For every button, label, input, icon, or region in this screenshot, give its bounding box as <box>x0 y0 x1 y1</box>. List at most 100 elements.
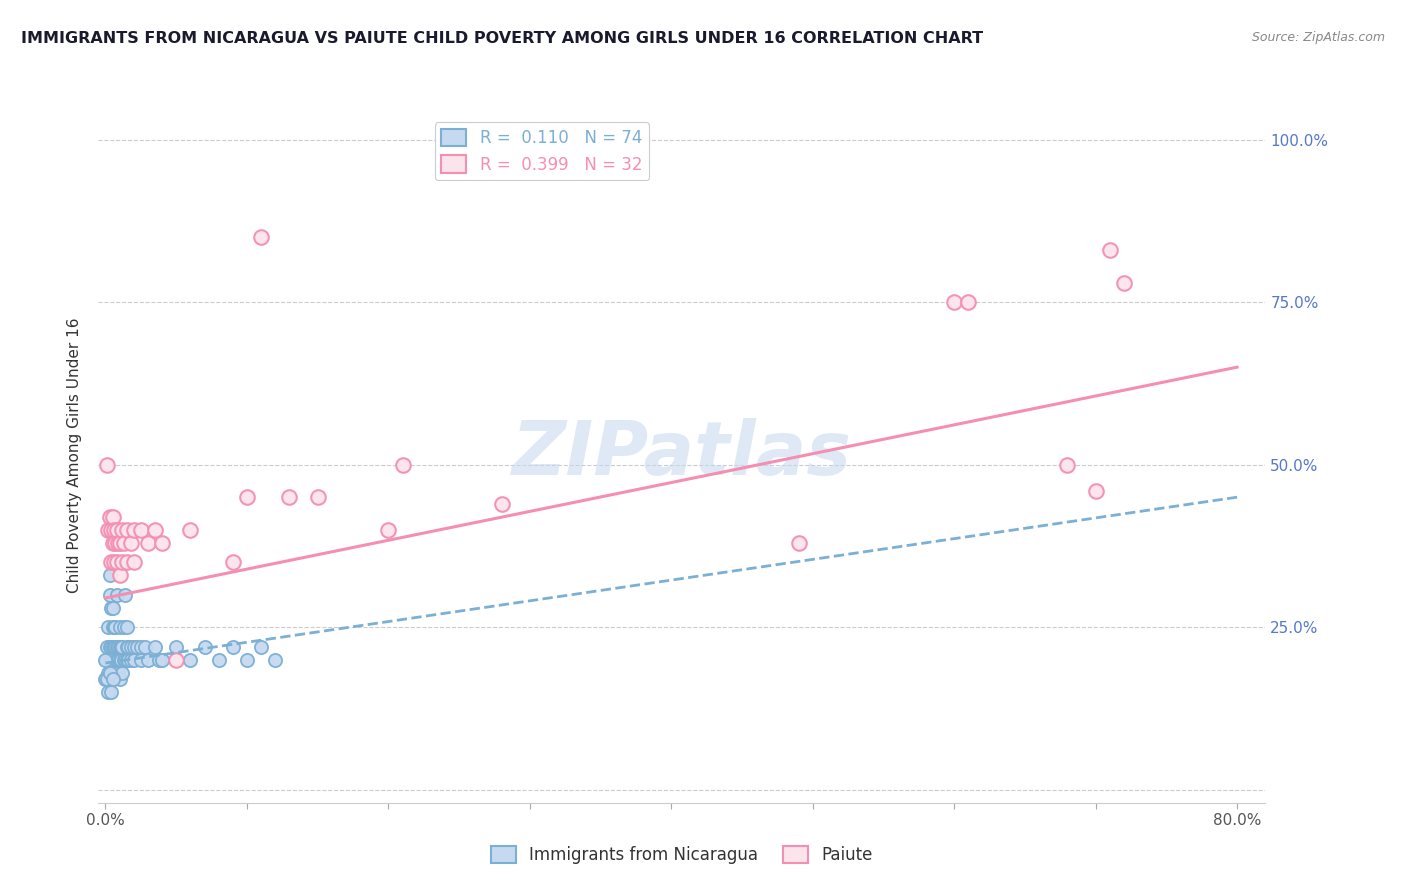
Point <box>165 640 187 654</box>
Point <box>104 665 127 680</box>
Point <box>98 640 121 654</box>
Point <box>100 653 122 667</box>
Point <box>111 555 134 569</box>
Point <box>136 535 159 549</box>
Point <box>108 568 131 582</box>
Point <box>100 555 122 569</box>
Point <box>100 665 122 680</box>
Point <box>143 523 166 537</box>
Point <box>107 640 129 654</box>
Point <box>491 497 513 511</box>
Point <box>103 665 125 680</box>
Point <box>150 653 173 667</box>
Point <box>193 640 215 654</box>
Point <box>150 535 173 549</box>
Point <box>100 685 122 699</box>
Legend: Immigrants from Nicaragua, Paiute: Immigrants from Nicaragua, Paiute <box>484 839 880 871</box>
Point <box>96 672 118 686</box>
Point <box>111 665 134 680</box>
Point <box>105 555 128 569</box>
Point <box>120 640 142 654</box>
Point <box>122 640 145 654</box>
Point <box>101 620 124 634</box>
Point <box>1056 458 1078 472</box>
Point <box>100 640 122 654</box>
Point <box>957 295 980 310</box>
Point <box>134 640 156 654</box>
Point <box>136 653 159 667</box>
Point <box>112 535 135 549</box>
Point <box>148 653 170 667</box>
Point <box>122 555 145 569</box>
Point <box>114 653 136 667</box>
Point <box>100 600 122 615</box>
Point <box>250 230 273 244</box>
Point <box>104 535 127 549</box>
Point <box>105 653 128 667</box>
Point <box>264 653 287 667</box>
Point <box>103 523 125 537</box>
Point <box>377 523 399 537</box>
Point <box>117 640 139 654</box>
Point <box>105 640 128 654</box>
Point <box>97 685 120 699</box>
Text: ZIPatlas: ZIPatlas <box>512 418 852 491</box>
Point <box>101 672 124 686</box>
Point <box>236 653 259 667</box>
Point <box>103 620 125 634</box>
Point <box>129 523 152 537</box>
Point <box>105 523 128 537</box>
Point <box>112 620 135 634</box>
Point <box>122 653 145 667</box>
Point <box>236 490 259 504</box>
Point <box>787 535 810 549</box>
Point <box>107 653 129 667</box>
Point <box>107 665 129 680</box>
Point <box>179 523 201 537</box>
Point <box>108 640 131 654</box>
Point <box>98 509 121 524</box>
Point <box>129 640 152 654</box>
Point <box>101 600 124 615</box>
Point <box>108 535 131 549</box>
Point <box>97 620 120 634</box>
Point <box>96 458 118 472</box>
Text: Source: ZipAtlas.com: Source: ZipAtlas.com <box>1251 31 1385 45</box>
Point <box>101 509 124 524</box>
Point <box>103 653 125 667</box>
Point <box>110 653 132 667</box>
Point <box>108 653 131 667</box>
Point <box>179 653 201 667</box>
Point <box>98 568 121 582</box>
Point <box>1112 276 1135 290</box>
Point <box>111 523 134 537</box>
Point <box>98 665 121 680</box>
Point <box>101 640 124 654</box>
Point <box>104 640 127 654</box>
Y-axis label: Child Poverty Among Girls Under 16: Child Poverty Among Girls Under 16 <box>67 318 83 592</box>
Point <box>105 588 128 602</box>
Point <box>97 665 120 680</box>
Point <box>110 640 132 654</box>
Point <box>115 523 138 537</box>
Point <box>101 535 124 549</box>
Point <box>108 672 131 686</box>
Point <box>120 653 142 667</box>
Point <box>125 640 148 654</box>
Point <box>115 620 138 634</box>
Point <box>129 653 152 667</box>
Point <box>278 490 301 504</box>
Point <box>208 653 231 667</box>
Point <box>1098 243 1121 257</box>
Point <box>222 640 245 654</box>
Point <box>97 523 120 537</box>
Point <box>115 653 138 667</box>
Point <box>115 555 138 569</box>
Point <box>94 672 117 686</box>
Point <box>104 620 127 634</box>
Point <box>120 535 142 549</box>
Text: IMMIGRANTS FROM NICARAGUA VS PAIUTE CHILD POVERTY AMONG GIRLS UNDER 16 CORRELATI: IMMIGRANTS FROM NICARAGUA VS PAIUTE CHIL… <box>21 31 983 46</box>
Point <box>143 640 166 654</box>
Point <box>96 653 118 667</box>
Point <box>96 640 118 654</box>
